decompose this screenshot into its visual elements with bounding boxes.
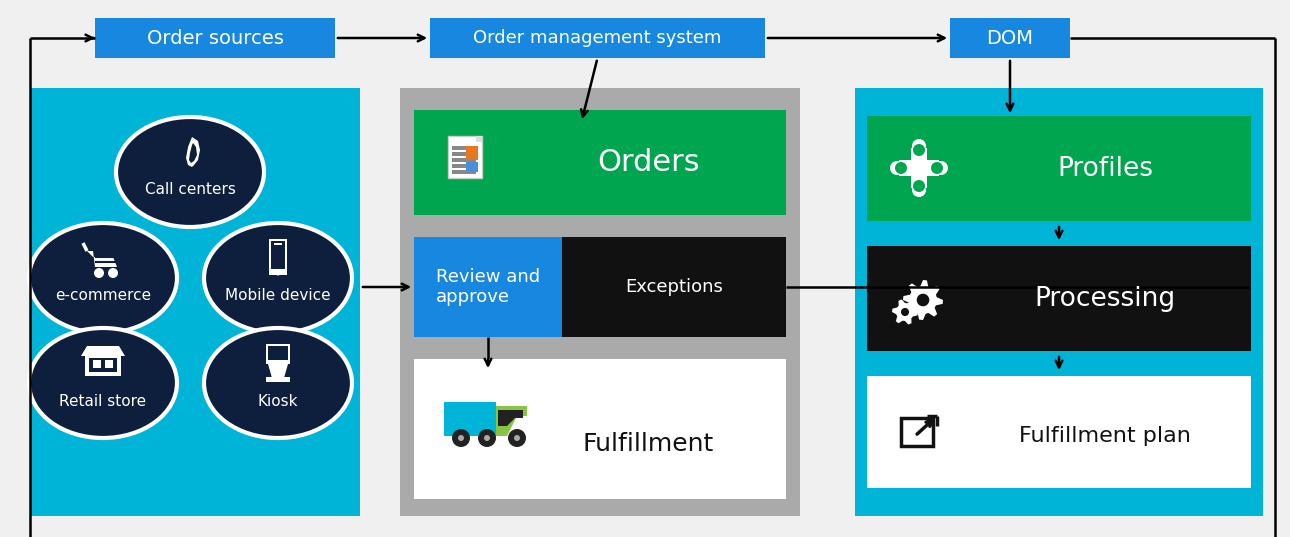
Text: Orders: Orders: [597, 148, 699, 177]
Polygon shape: [81, 346, 125, 356]
Bar: [414, 88, 786, 110]
Bar: [414, 110, 786, 215]
Polygon shape: [498, 410, 522, 426]
Circle shape: [451, 429, 470, 447]
Bar: [444, 402, 495, 436]
Bar: [451, 158, 476, 162]
Bar: [451, 164, 476, 168]
Circle shape: [917, 294, 929, 306]
Circle shape: [508, 429, 526, 447]
Circle shape: [458, 435, 464, 441]
Text: Kiosk: Kiosk: [258, 394, 298, 409]
Text: Profiles: Profiles: [1057, 156, 1153, 182]
Bar: [451, 152, 476, 156]
Polygon shape: [186, 137, 200, 167]
Bar: [867, 351, 1251, 376]
Circle shape: [913, 144, 925, 156]
Bar: [414, 359, 786, 499]
Bar: [414, 215, 786, 237]
Bar: [85, 356, 121, 376]
Bar: [266, 377, 290, 382]
Bar: [430, 18, 765, 58]
Ellipse shape: [204, 223, 352, 333]
Bar: [93, 360, 101, 368]
Text: Retail store: Retail store: [59, 394, 147, 409]
Bar: [949, 18, 1069, 58]
Text: Review and
approve: Review and approve: [436, 267, 541, 307]
Ellipse shape: [28, 328, 177, 438]
Bar: [414, 499, 786, 516]
Ellipse shape: [28, 223, 177, 333]
Polygon shape: [86, 251, 117, 267]
Bar: [268, 346, 288, 360]
Circle shape: [895, 162, 907, 174]
Bar: [400, 88, 800, 516]
Text: Order management system: Order management system: [473, 29, 721, 47]
Text: Fulfillment: Fulfillment: [583, 432, 713, 456]
Circle shape: [108, 268, 117, 278]
Polygon shape: [268, 364, 288, 378]
Ellipse shape: [116, 117, 264, 227]
Text: Call centers: Call centers: [144, 183, 236, 198]
Polygon shape: [476, 136, 482, 142]
Text: Processing: Processing: [1035, 286, 1175, 311]
Circle shape: [479, 429, 495, 447]
Bar: [271, 241, 285, 269]
Bar: [89, 358, 117, 372]
Polygon shape: [891, 300, 918, 324]
Bar: [30, 88, 360, 516]
Bar: [270, 239, 286, 275]
Circle shape: [912, 183, 926, 197]
Bar: [95, 18, 335, 58]
Bar: [266, 344, 290, 364]
Bar: [855, 88, 1263, 516]
Bar: [466, 146, 479, 160]
Bar: [900, 418, 933, 446]
Circle shape: [484, 435, 490, 441]
Bar: [414, 337, 786, 359]
Bar: [867, 221, 1251, 246]
Ellipse shape: [204, 328, 352, 438]
Text: DOM: DOM: [987, 28, 1033, 47]
Text: Order sources: Order sources: [147, 28, 284, 47]
Text: Mobile device: Mobile device: [226, 288, 330, 303]
Text: Exceptions: Exceptions: [626, 278, 722, 296]
Circle shape: [900, 308, 909, 316]
Circle shape: [276, 271, 280, 275]
Bar: [911, 148, 928, 188]
Bar: [867, 88, 1251, 116]
Bar: [867, 488, 1251, 516]
Circle shape: [934, 161, 948, 175]
Polygon shape: [903, 280, 943, 320]
Bar: [451, 146, 476, 150]
Bar: [867, 116, 1251, 221]
Bar: [104, 360, 114, 368]
Bar: [451, 170, 476, 174]
Circle shape: [912, 139, 926, 153]
Text: e-commerce: e-commerce: [55, 288, 151, 303]
Text: Fulfillment plan: Fulfillment plan: [1019, 426, 1191, 446]
Bar: [899, 160, 939, 176]
Circle shape: [94, 268, 104, 278]
Bar: [466, 162, 479, 172]
Bar: [562, 237, 786, 337]
Circle shape: [513, 435, 520, 441]
Polygon shape: [190, 143, 197, 163]
Bar: [448, 136, 482, 178]
Bar: [414, 237, 562, 337]
Bar: [273, 243, 283, 245]
Circle shape: [890, 161, 904, 175]
Bar: [867, 246, 1251, 351]
Bar: [867, 376, 1251, 488]
Circle shape: [913, 180, 925, 192]
Polygon shape: [495, 406, 528, 436]
Circle shape: [931, 162, 943, 174]
